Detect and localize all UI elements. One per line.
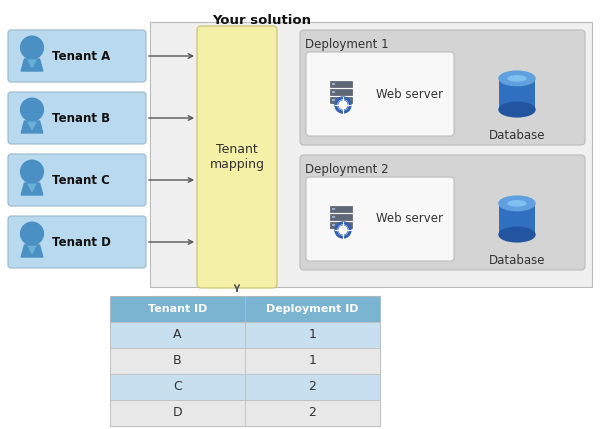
Text: 2: 2	[308, 381, 316, 393]
Text: Deployment 2: Deployment 2	[305, 163, 389, 176]
Text: Tenant A: Tenant A	[52, 49, 110, 63]
FancyBboxPatch shape	[300, 155, 585, 270]
FancyBboxPatch shape	[306, 52, 454, 136]
Bar	[110, 348, 245, 374]
Polygon shape	[21, 121, 43, 133]
Bar	[150, 22, 592, 287]
Circle shape	[21, 36, 43, 59]
Bar	[330, 206, 352, 212]
FancyBboxPatch shape	[8, 30, 146, 82]
Ellipse shape	[499, 227, 535, 242]
Ellipse shape	[499, 196, 535, 211]
Text: Tenant
mapping: Tenant mapping	[209, 143, 264, 171]
Bar	[330, 222, 352, 228]
Bar	[330, 89, 352, 95]
Text: Database: Database	[489, 254, 545, 267]
Bar	[245, 296, 380, 322]
Bar	[499, 79, 535, 109]
Text: D: D	[173, 407, 182, 420]
Bar	[332, 216, 335, 218]
Circle shape	[21, 98, 43, 121]
Bar	[332, 99, 335, 101]
Text: Web server: Web server	[376, 88, 443, 100]
FancyBboxPatch shape	[8, 216, 146, 268]
Bar	[110, 400, 245, 426]
Bar	[110, 374, 245, 400]
Polygon shape	[28, 246, 36, 254]
Bar	[330, 214, 352, 220]
Text: Tenant D: Tenant D	[52, 236, 111, 248]
Bar	[332, 208, 335, 210]
Text: Database: Database	[489, 129, 545, 142]
FancyBboxPatch shape	[300, 30, 585, 145]
Circle shape	[335, 97, 351, 113]
Bar	[110, 322, 245, 348]
FancyBboxPatch shape	[197, 26, 277, 288]
Circle shape	[21, 160, 43, 183]
Polygon shape	[21, 183, 43, 195]
Ellipse shape	[499, 71, 535, 86]
Text: A: A	[173, 329, 182, 341]
Text: Tenant ID: Tenant ID	[148, 304, 207, 314]
Polygon shape	[21, 59, 43, 71]
Bar	[332, 83, 335, 85]
Bar	[245, 400, 380, 426]
Bar	[330, 97, 352, 103]
Bar	[245, 374, 380, 400]
Text: Web server: Web server	[376, 212, 443, 226]
Text: Tenant B: Tenant B	[52, 112, 110, 124]
Ellipse shape	[499, 103, 535, 117]
Text: B: B	[173, 354, 182, 368]
Ellipse shape	[508, 76, 526, 81]
Text: Deployment 1: Deployment 1	[305, 38, 389, 51]
Bar	[332, 224, 335, 226]
Ellipse shape	[508, 201, 526, 206]
Polygon shape	[28, 122, 36, 130]
Bar	[499, 203, 535, 235]
Text: C: C	[173, 381, 182, 393]
Text: 2: 2	[308, 407, 316, 420]
Text: Tenant C: Tenant C	[52, 173, 110, 187]
Bar	[245, 348, 380, 374]
Text: Your solution: Your solution	[212, 14, 312, 27]
FancyBboxPatch shape	[8, 154, 146, 206]
Bar	[330, 81, 352, 87]
Text: 1: 1	[308, 354, 316, 368]
FancyBboxPatch shape	[8, 92, 146, 144]
Bar	[110, 296, 380, 426]
Bar	[245, 322, 380, 348]
Bar	[332, 91, 335, 93]
Circle shape	[338, 100, 348, 110]
Polygon shape	[28, 60, 36, 67]
Circle shape	[21, 222, 43, 245]
Text: Deployment ID: Deployment ID	[266, 304, 359, 314]
Polygon shape	[21, 245, 43, 257]
Text: 1: 1	[308, 329, 316, 341]
Polygon shape	[28, 184, 36, 191]
Circle shape	[335, 222, 351, 238]
Circle shape	[338, 225, 348, 235]
Bar	[110, 296, 245, 322]
FancyBboxPatch shape	[306, 177, 454, 261]
